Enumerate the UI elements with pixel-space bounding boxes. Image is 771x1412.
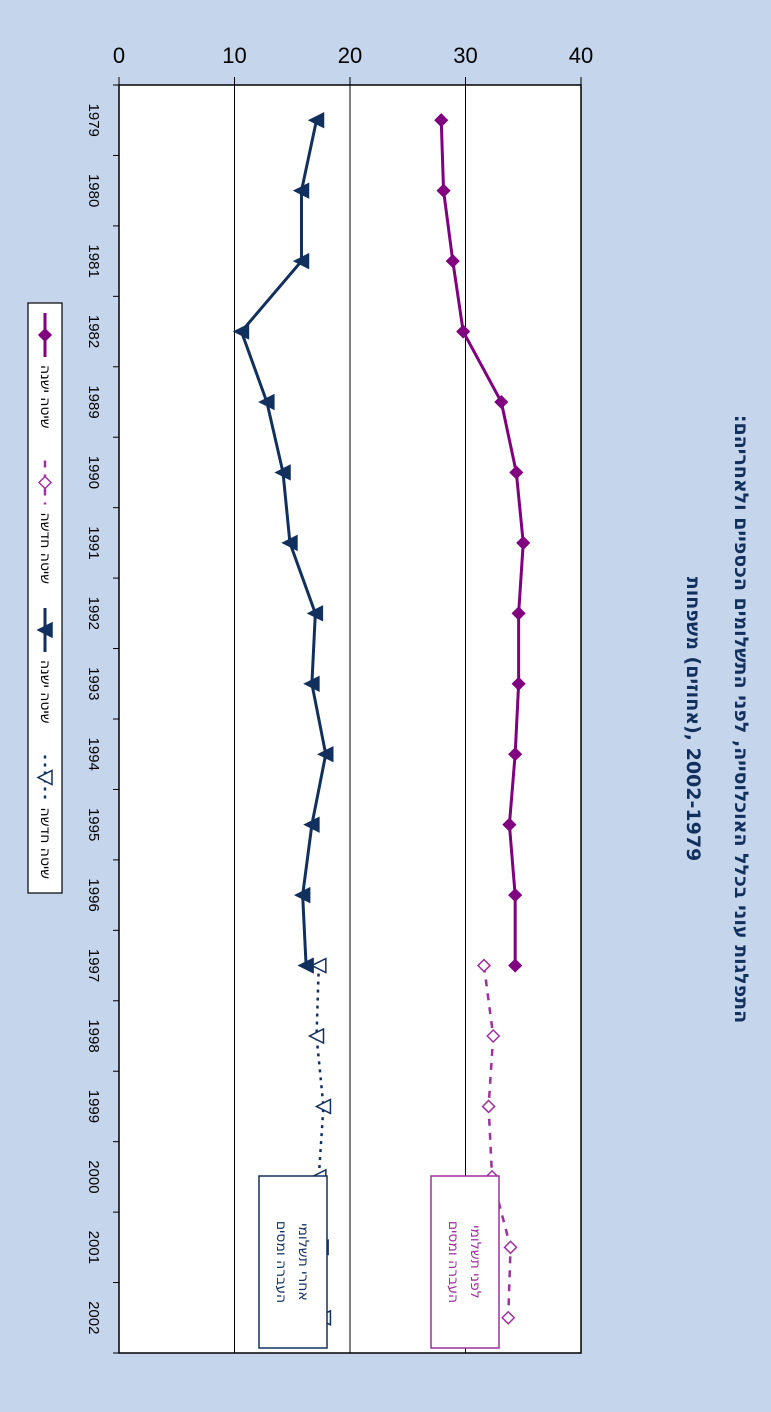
data-point [476, 958, 492, 973]
data-point [508, 888, 523, 903]
data-point [37, 327, 53, 343]
y-tick-label: 40 [569, 43, 593, 68]
data-point [516, 535, 531, 550]
x-tick-label: 1991 [85, 526, 102, 559]
annotation-frame [430, 1175, 500, 1349]
annotation-line: העברה ומסים [273, 1221, 289, 1303]
y-tick-label: 10 [222, 43, 246, 68]
annotation-box: לפני תשלומי העברה ומסים [430, 1175, 500, 1349]
data-point [232, 323, 250, 340]
annotation-line: העברה ומסים [445, 1221, 461, 1303]
x-tick-label: 1994 [85, 738, 102, 771]
data-point [36, 621, 53, 639]
x-tick-label: 2001 [85, 1231, 102, 1264]
legend-label: שיטה ישנה [37, 660, 53, 724]
x-tick-label: 1999 [85, 1090, 102, 1123]
legend-item: שיטה חדשה [36, 755, 53, 880]
data-point [508, 958, 523, 973]
data-point [481, 1099, 496, 1114]
x-tick-label: 2000 [85, 1160, 102, 1193]
data-point [314, 1098, 332, 1115]
annotation-box: אחרי תשלומי העברה ומסים [258, 1175, 328, 1349]
data-point [306, 605, 324, 622]
data-point [456, 324, 471, 339]
data-point [258, 393, 275, 411]
y-tick-label: 20 [338, 43, 362, 68]
annotation-line: אחרי תשלומי [295, 1223, 311, 1301]
data-point [486, 1028, 501, 1044]
data-point [293, 886, 311, 904]
data-point [292, 252, 310, 270]
series-3 [232, 112, 334, 974]
legend-frame [27, 302, 63, 894]
annotation-line: לפני תשלומי [467, 1225, 483, 1298]
data-point [303, 816, 320, 833]
chart-subtitle: 2002-1979 ,(אחוזים) משפחות [682, 577, 704, 862]
x-tick-label: 1998 [85, 1019, 102, 1052]
x-tick-label: 1993 [85, 667, 102, 700]
legend-item: שיטה ישנה [36, 608, 53, 724]
data-point [511, 606, 526, 621]
y-tick-label: 0 [113, 43, 125, 68]
data-point [502, 817, 517, 832]
data-point [36, 769, 53, 786]
data-point [434, 113, 449, 128]
data-point [307, 112, 325, 129]
data-point [281, 534, 298, 552]
legend-label: שיטה חדשה [37, 808, 53, 880]
legend-item: שיטה חדשה [37, 460, 53, 585]
data-point [436, 183, 451, 198]
series-line [482, 965, 512, 1318]
data-point [274, 464, 291, 481]
legend-label: שיטה ישנה [37, 365, 53, 429]
chart-title: התפלגות עוני בכלל האוכלוסייה, לפני התשלו… [730, 415, 752, 1023]
data-point [511, 676, 526, 691]
data-point [494, 394, 509, 410]
x-tick-label: 1982 [85, 315, 102, 348]
data-point [292, 182, 310, 199]
data-point [310, 957, 327, 974]
legend-item: שיטה ישנה [37, 313, 53, 429]
x-tick-label: 1992 [85, 597, 102, 630]
x-tick-label: 1996 [85, 878, 102, 911]
x-tick-label: 1997 [85, 949, 102, 982]
series-line [315, 965, 325, 1318]
data-point [445, 254, 460, 269]
data-point [37, 475, 53, 490]
x-tick-label: 1990 [85, 456, 102, 489]
data-point [501, 1310, 516, 1325]
y-tick-label: 30 [453, 43, 477, 68]
legend-label: שיטה חדשה [37, 513, 53, 585]
series-1 [434, 113, 531, 973]
x-tick-label: 1989 [85, 385, 102, 418]
data-point [307, 1027, 325, 1045]
x-tick-label: 1981 [85, 244, 102, 277]
data-point [508, 747, 523, 762]
annotation-frame [258, 1175, 328, 1349]
x-tick-label: 2002 [85, 1301, 102, 1334]
data-point [303, 675, 320, 692]
data-point [317, 746, 334, 763]
x-tick-label: 1995 [85, 808, 102, 841]
x-tick-label: 1979 [85, 104, 102, 137]
series-2 [476, 958, 518, 1325]
x-tick-label: 1980 [85, 174, 102, 207]
data-point [503, 1240, 518, 1255]
data-point [509, 465, 524, 480]
